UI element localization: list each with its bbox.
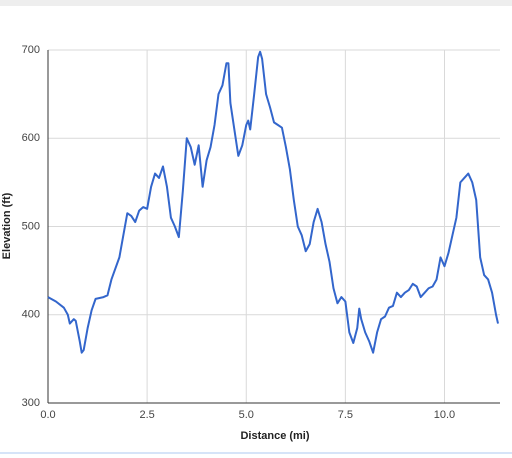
y-axis-title: Elevation (ft) xyxy=(1,192,13,259)
x-axis-title: Distance (mi) xyxy=(240,430,309,442)
y-tick-label: 600 xyxy=(22,132,40,144)
x-tick-label: 7.5 xyxy=(338,409,353,421)
x-tick-label: 2.5 xyxy=(139,409,154,421)
elevation-line xyxy=(47,50,499,354)
top-bar xyxy=(0,0,512,6)
y-tick-label: 400 xyxy=(22,309,40,321)
x-tick-label: 10.0 xyxy=(434,409,455,421)
y-tick-label: 700 xyxy=(22,44,40,56)
x-tick-label: 0.0 xyxy=(40,409,55,421)
y-tick-label: 500 xyxy=(22,220,40,232)
y-tick-label: 300 xyxy=(22,397,40,409)
x-tick-label: 5.0 xyxy=(239,409,254,421)
